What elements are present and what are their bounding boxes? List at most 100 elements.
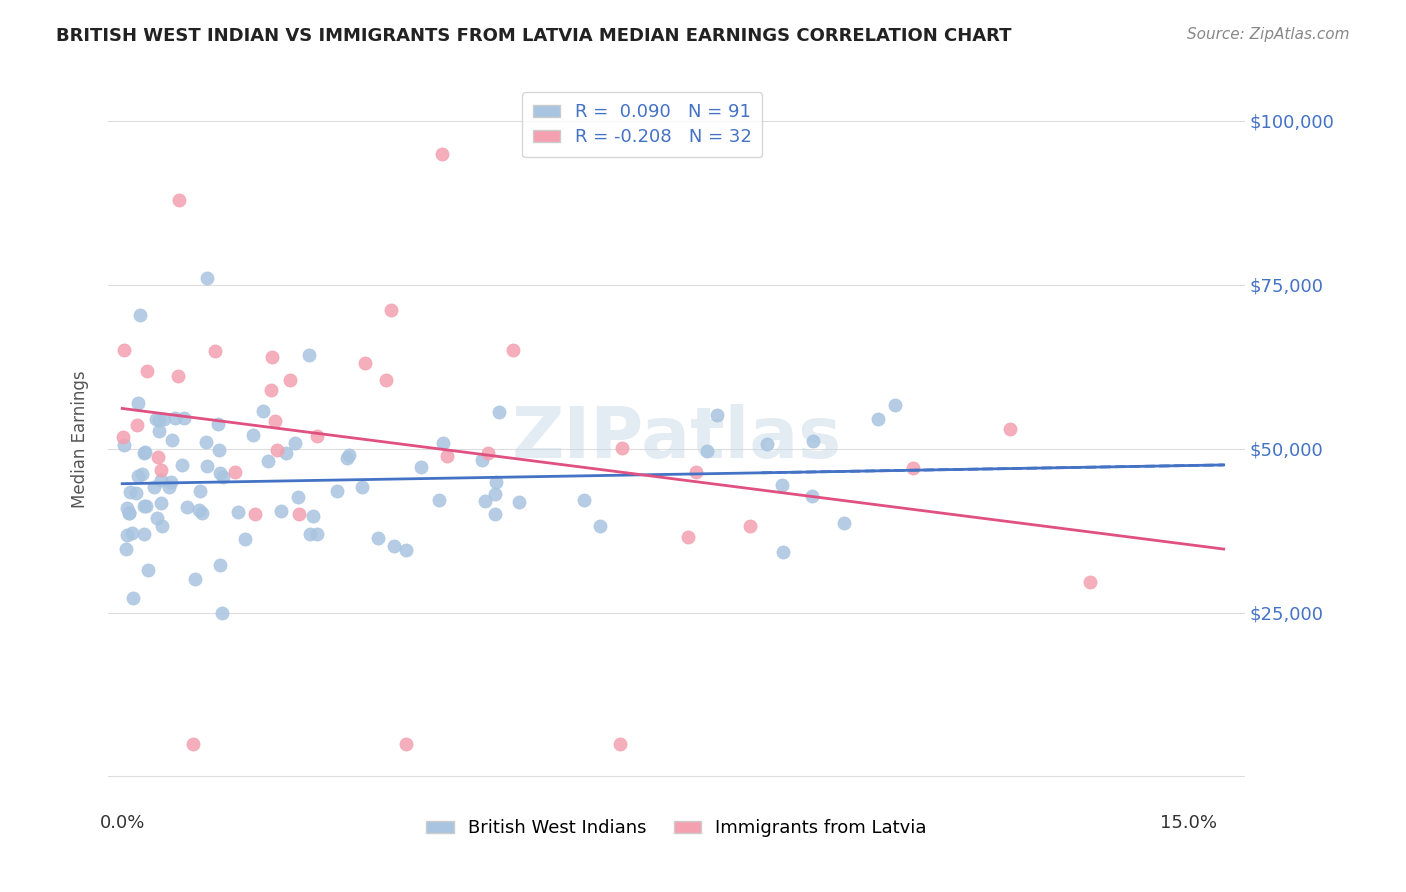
Point xyxy=(266,443,288,458)
Point xyxy=(470,453,492,467)
Point xyxy=(508,494,530,508)
Point xyxy=(184,572,207,586)
Point xyxy=(127,417,149,432)
Point xyxy=(132,499,155,513)
Text: Source: ZipAtlas.com: Source: ZipAtlas.com xyxy=(1187,27,1350,42)
Point xyxy=(176,500,198,515)
Point xyxy=(181,737,204,751)
Point xyxy=(127,468,149,483)
Point xyxy=(278,373,301,387)
Point xyxy=(148,413,170,427)
Point xyxy=(134,444,156,458)
Point xyxy=(1078,574,1101,589)
Legend: British West Indians, Immigrants from Latvia: British West Indians, Immigrants from La… xyxy=(419,812,934,845)
Point xyxy=(132,526,155,541)
Point xyxy=(301,508,323,523)
Point xyxy=(260,383,283,397)
Point xyxy=(111,430,134,444)
Point xyxy=(770,477,793,491)
Point xyxy=(832,516,855,530)
Point xyxy=(883,398,905,412)
Point xyxy=(430,146,453,161)
Point xyxy=(612,441,634,455)
Point xyxy=(131,467,153,481)
Point xyxy=(262,350,284,364)
Point xyxy=(801,489,824,503)
Point xyxy=(866,412,889,426)
Point xyxy=(270,504,292,518)
Point xyxy=(242,427,264,442)
Point xyxy=(127,396,149,410)
Point xyxy=(195,458,218,473)
Point xyxy=(143,479,166,493)
Point xyxy=(148,424,170,438)
Point xyxy=(117,507,139,521)
Point xyxy=(502,343,524,358)
Point xyxy=(120,485,142,500)
Point xyxy=(150,519,173,533)
Point xyxy=(257,454,280,468)
Point xyxy=(288,508,311,522)
Point xyxy=(427,492,450,507)
Point xyxy=(149,496,172,510)
Point xyxy=(395,737,418,751)
Point xyxy=(233,532,256,546)
Point xyxy=(484,507,506,521)
Point xyxy=(243,507,266,521)
Point xyxy=(117,500,139,515)
Point xyxy=(485,475,508,490)
Point xyxy=(148,450,170,464)
Point xyxy=(488,405,510,419)
Point xyxy=(122,591,145,606)
Point xyxy=(153,412,176,426)
Point xyxy=(411,460,433,475)
Point xyxy=(801,434,824,449)
Point xyxy=(115,541,138,556)
Point xyxy=(696,443,718,458)
Point xyxy=(207,417,229,431)
Point xyxy=(157,480,180,494)
Point xyxy=(589,519,612,533)
Point xyxy=(190,483,212,498)
Text: BRITISH WEST INDIAN VS IMMIGRANTS FROM LATVIA MEDIAN EARNINGS CORRELATION CHART: BRITISH WEST INDIAN VS IMMIGRANTS FROM L… xyxy=(56,27,1012,45)
Point xyxy=(574,493,596,508)
Point xyxy=(149,474,172,488)
Point xyxy=(188,503,211,517)
Point xyxy=(484,487,506,501)
Point xyxy=(135,499,157,513)
Point xyxy=(204,344,226,359)
Point xyxy=(287,490,309,504)
Point xyxy=(125,486,148,500)
Point xyxy=(284,435,307,450)
Point xyxy=(118,506,141,520)
Point xyxy=(136,364,159,378)
Point xyxy=(252,404,274,418)
Point xyxy=(676,530,699,544)
Point xyxy=(224,465,246,479)
Point xyxy=(432,436,454,450)
Point xyxy=(160,434,183,448)
Point xyxy=(194,435,217,450)
Point xyxy=(298,348,321,362)
Point xyxy=(382,539,405,553)
Point xyxy=(477,446,499,460)
Point xyxy=(145,412,167,426)
Point xyxy=(211,606,233,620)
Point xyxy=(129,309,152,323)
Point xyxy=(375,373,398,387)
Point xyxy=(112,438,135,452)
Point xyxy=(325,483,347,498)
Point xyxy=(132,446,155,460)
Point xyxy=(998,422,1021,436)
Point xyxy=(901,461,924,475)
Point xyxy=(136,564,159,578)
Point xyxy=(197,271,219,285)
Point xyxy=(755,437,778,451)
Point xyxy=(212,469,235,483)
Point xyxy=(367,532,389,546)
Point xyxy=(276,446,298,460)
Point xyxy=(209,558,232,572)
Point xyxy=(172,458,194,472)
Point xyxy=(208,466,231,480)
Point xyxy=(337,448,360,462)
